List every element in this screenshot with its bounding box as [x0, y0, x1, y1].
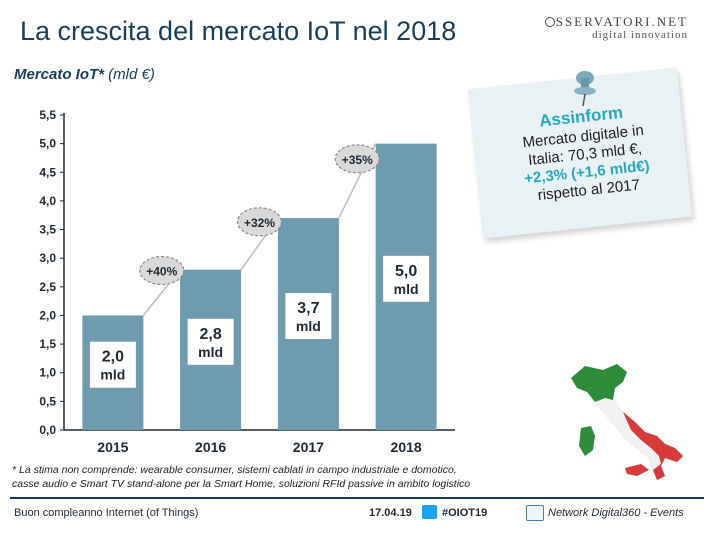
growth-label: +40% — [146, 265, 177, 279]
footer-event-name: Buon compleanno Internet (of Things) — [14, 507, 199, 519]
value-label: 2,0 — [102, 349, 124, 366]
y-tick-label: 2,5 — [39, 280, 56, 294]
subtitle-bold: Mercato IoT* — [14, 66, 105, 83]
value-label-box — [89, 341, 136, 388]
category-label: 2017 — [293, 439, 324, 455]
assinform-note: Assinform Mercato digitale in Italia: 70… — [467, 67, 693, 239]
logo-pin-icon — [544, 17, 555, 27]
value-label-unit: mld — [394, 281, 419, 297]
category-label: 2015 — [97, 439, 128, 455]
footer-network: Network Digital360 - Events — [548, 507, 684, 519]
logo-line1: SSERVATORI.NET — [555, 14, 688, 29]
value-label: 3,7 — [297, 300, 319, 317]
footnote: * La stima non comprende: wearable consu… — [12, 463, 552, 491]
y-tick-label: 5,5 — [39, 108, 56, 122]
footnote-line2: casse audio e Smart TV stand-alone per l… — [12, 478, 471, 490]
twitter-icon — [422, 505, 437, 519]
y-tick-label: 2,0 — [39, 308, 56, 322]
y-tick-label: 4,0 — [39, 194, 56, 208]
value-label-box — [383, 255, 430, 302]
value-label: 5,0 — [395, 263, 417, 280]
growth-badge — [334, 144, 380, 174]
value-label: 2,8 — [200, 326, 222, 343]
y-tick-label: 4,5 — [39, 165, 56, 179]
footer-hashtag: #OIOT19 — [442, 507, 488, 519]
growth-label: +32% — [244, 216, 275, 230]
pushpin-icon — [574, 71, 596, 107]
y-tick-label: 0,0 — [39, 423, 56, 437]
y-tick-label: 1,0 — [39, 366, 56, 380]
footer-date: 17.04.19 — [369, 507, 412, 519]
osservatori-logo: SSERVATORI.NET digital innovation — [544, 14, 688, 41]
logo-line2: digital innovation — [592, 29, 688, 41]
y-tick-label: 1,5 — [39, 337, 56, 351]
y-tick-label: 3,0 — [39, 251, 56, 265]
network-digital360-icon — [526, 505, 544, 521]
category-label: 2016 — [195, 439, 226, 455]
category-label: 2018 — [391, 439, 422, 455]
footer: Buon compleanno Internet (of Things) 17.… — [14, 505, 696, 523]
y-tick-label: 5,0 — [39, 137, 56, 151]
y-tick-label: 0,5 — [39, 394, 56, 408]
slide-title: La crescita del mercato IoT nel 2018 — [20, 16, 457, 46]
growth-label: +35% — [342, 153, 373, 167]
footer-divider — [10, 497, 704, 499]
value-label-unit: mld — [296, 318, 321, 334]
growth-badge — [139, 255, 185, 286]
value-label-box — [285, 293, 332, 340]
value-label-box — [187, 318, 234, 365]
italy-flag-map-icon — [571, 364, 683, 480]
bar-chart: 0,00,51,01,52,02,53,03,54,04,55,05,52,0m… — [39, 108, 455, 455]
subtitle-unit: (mld €) — [104, 66, 155, 83]
growth-badge — [236, 207, 283, 237]
value-label-unit: mld — [100, 367, 125, 383]
value-label-unit: mld — [198, 344, 223, 360]
chart-subtitle: Mercato IoT* (mld €) — [14, 66, 155, 83]
footnote-line1: * La stima non comprende: wearable consu… — [12, 464, 457, 476]
y-tick-label: 3,5 — [39, 223, 56, 237]
